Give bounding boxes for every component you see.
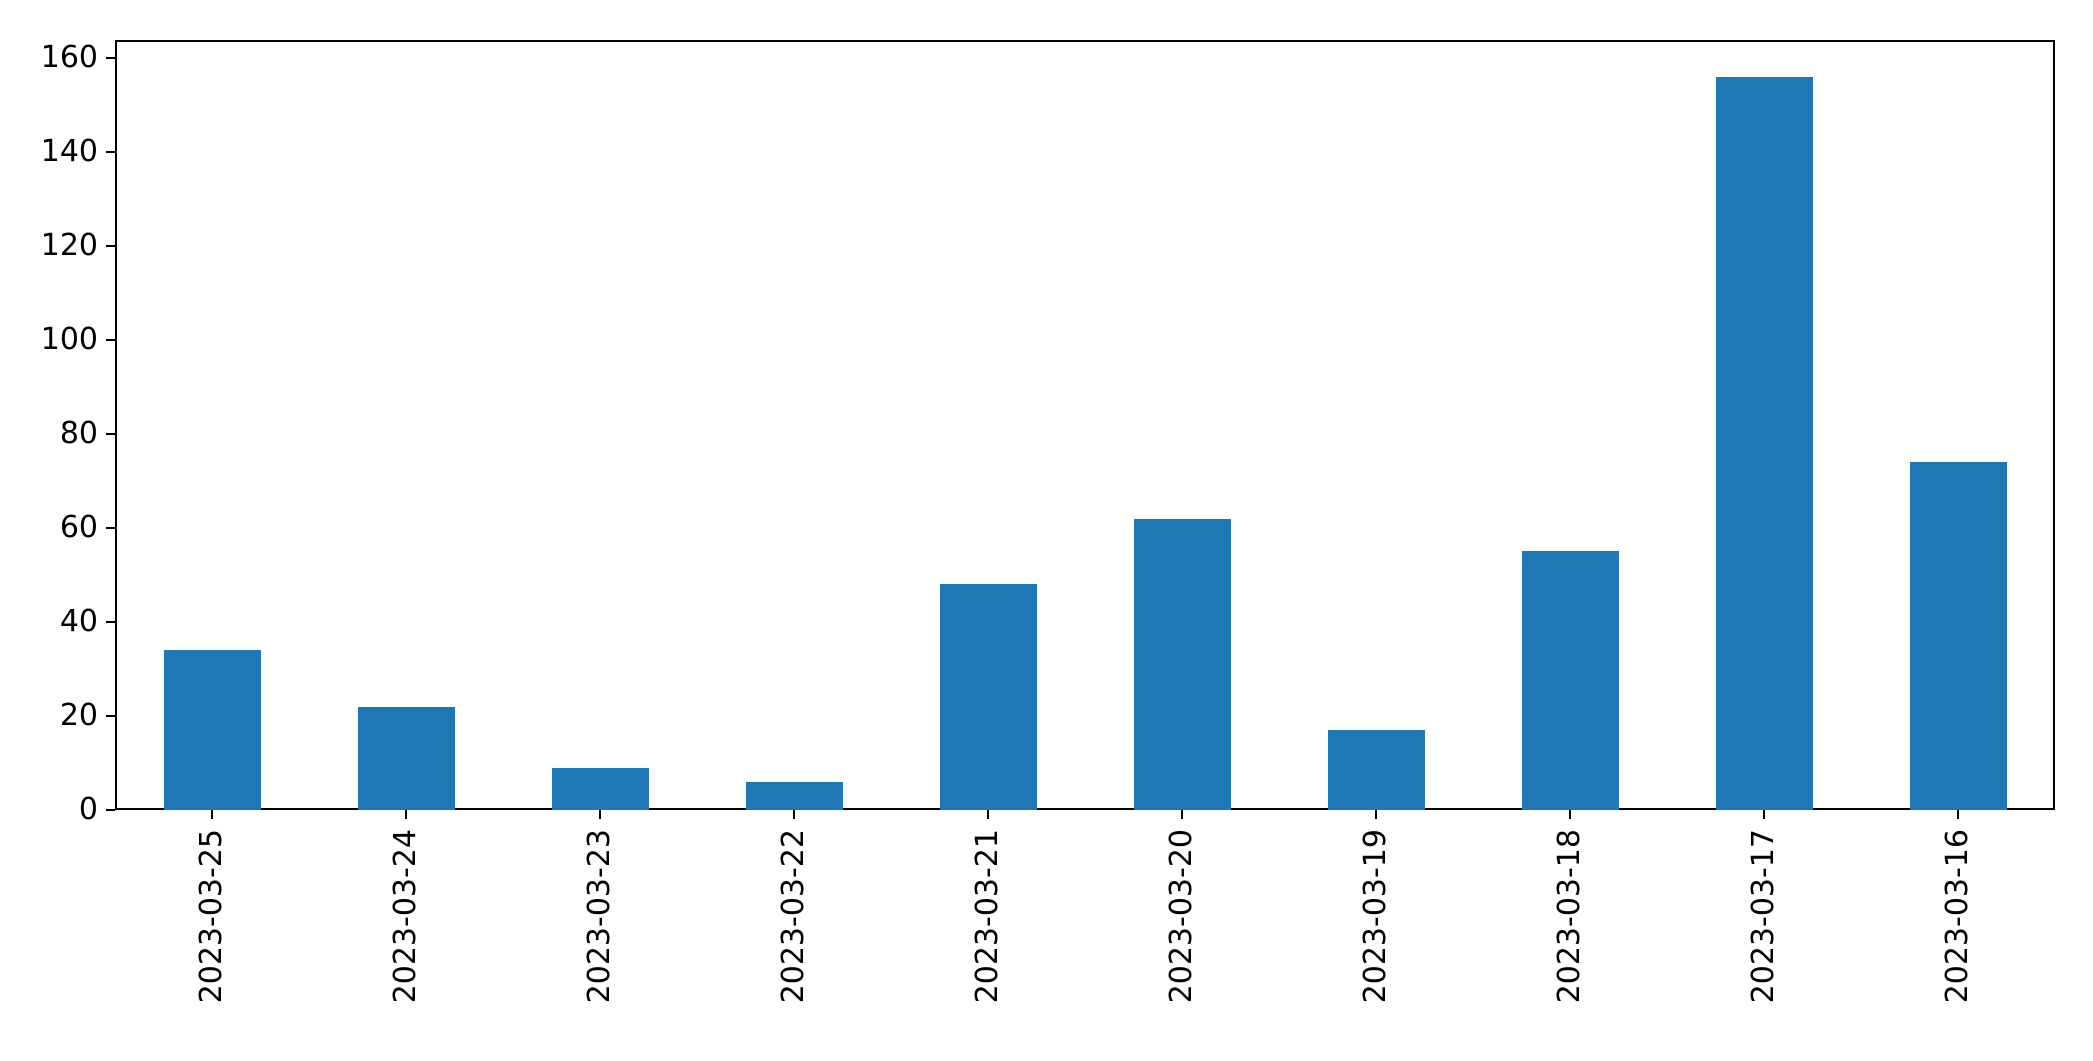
y-tick-label: 120: [40, 227, 98, 263]
x-tick-mark: [1181, 810, 1183, 819]
x-tick-mark: [211, 810, 213, 819]
y-tick-mark: [106, 432, 115, 435]
bar: [1327, 730, 1425, 810]
x-tick-label: 2023-03-19: [1358, 829, 1393, 1004]
x-tick-mark: [793, 810, 795, 819]
y-tick-label: 100: [40, 321, 98, 357]
x-tick-mark: [1763, 810, 1765, 819]
y-tick-mark: [106, 526, 115, 529]
bar: [551, 767, 649, 810]
bar: [1909, 462, 2007, 810]
x-tick-mark: [1957, 810, 1959, 819]
x-tick-mark: [599, 810, 601, 819]
x-tick-label: 2023-03-17: [1746, 829, 1781, 1004]
y-tick-label: 0: [78, 792, 98, 827]
y-tick-mark: [106, 809, 115, 811]
y-tick-mark: [106, 620, 115, 623]
bar: [163, 650, 261, 810]
x-tick-label: 2023-03-16: [1940, 829, 1975, 1004]
x-tick-label: 2023-03-21: [970, 829, 1005, 1004]
x-tick-label: 2023-03-24: [388, 829, 423, 1004]
y-tick-mark: [106, 150, 115, 153]
y-tick-label: 140: [40, 133, 98, 169]
x-tick-label: 2023-03-25: [194, 829, 229, 1004]
x-tick-mark: [987, 810, 989, 819]
y-tick-mark: [106, 714, 115, 717]
x-tick-label: 2023-03-20: [1164, 829, 1199, 1004]
bar: [357, 706, 455, 810]
x-tick-mark: [1569, 810, 1571, 819]
bar: [745, 781, 843, 810]
y-tick-mark: [106, 338, 115, 341]
x-tick-mark: [1375, 810, 1377, 819]
bar: [1715, 76, 1813, 810]
x-tick-label: 2023-03-22: [776, 829, 811, 1004]
bar: [1133, 518, 1231, 810]
y-tick-label: 160: [40, 39, 98, 75]
y-tick-label: 40: [59, 603, 98, 639]
y-tick-mark: [106, 244, 115, 247]
x-tick-mark: [405, 810, 407, 819]
bar: [939, 584, 1037, 810]
y-tick-label: 60: [59, 509, 98, 545]
bar: [1521, 551, 1619, 810]
y-tick-mark: [106, 56, 115, 59]
x-tick-label: 2023-03-23: [582, 829, 617, 1004]
y-tick-label: 20: [59, 697, 98, 733]
x-tick-label: 2023-03-18: [1552, 829, 1587, 1004]
y-tick-label: 80: [59, 415, 98, 451]
